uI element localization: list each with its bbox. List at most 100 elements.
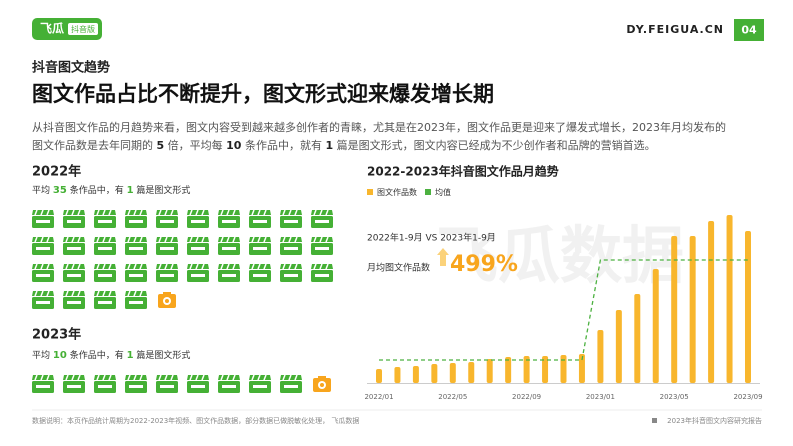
video-icon (249, 263, 271, 282)
video-icon (94, 263, 116, 282)
icon-line (36, 274, 50, 277)
icon-line (284, 220, 298, 223)
legend-label: 图文作品数 (377, 187, 417, 197)
subtitle-segment: 平均 (32, 184, 50, 196)
icon-stripes (220, 263, 236, 270)
paragraph-segment: 10 (226, 139, 242, 152)
video-icon (218, 209, 240, 228)
icon-line (160, 385, 174, 388)
video-icon (187, 263, 209, 282)
bar (505, 357, 512, 383)
bar (597, 330, 604, 383)
icon-line (98, 385, 112, 388)
subtitle-segment: 篇是图文形式 (136, 349, 190, 361)
video-icon (125, 290, 147, 309)
bar (652, 269, 659, 383)
icon-stripes (96, 236, 112, 243)
video-icon (280, 236, 302, 255)
year-subtitle: 平均 10 条作品中，有 1 篇是图文形式 (32, 349, 190, 362)
image-icon (313, 376, 331, 392)
paragraph: 从抖音图文作品的月趋势来看，图文内容受到越来越多创作者的青睐，尤其是在2023年… (32, 120, 726, 152)
logo-badge-bg (68, 23, 98, 35)
icon-line (129, 274, 143, 277)
icon-stripes (34, 236, 50, 243)
page-num-bg (734, 19, 764, 41)
icon-stripes (34, 209, 50, 216)
video-icon (94, 374, 116, 393)
icon-stripes (189, 263, 205, 270)
icon-line (67, 385, 81, 388)
year-subtitle: 平均 35 条作品中，有 1 篇是图文形式 (32, 184, 190, 197)
icon-line (315, 274, 329, 277)
icon-line (36, 247, 50, 250)
icon-stripes (158, 236, 174, 243)
bar (671, 236, 678, 383)
video-icon (280, 374, 302, 393)
site: DY.FEIGUA.CN (626, 23, 724, 36)
icon-stripes (282, 209, 298, 216)
growth: 499% (450, 252, 518, 277)
paragraph-segment: 篇是图文形式，图文内容已经成为不少创作者和品牌的营销首选。 (333, 138, 656, 152)
icon-stripes (251, 209, 267, 216)
paragraph-segment: 条作品中，就有 (241, 138, 325, 152)
video-icon (218, 263, 240, 282)
logo-badge: 抖音版 (71, 24, 95, 34)
subtitle-segment: 35 (53, 185, 67, 196)
video-icon (249, 236, 271, 255)
icon-stripes (65, 374, 81, 381)
icon-line (315, 220, 329, 223)
bar (376, 369, 382, 383)
icon-line (253, 274, 267, 277)
video-icon (218, 374, 240, 393)
paragraph-segment: 倍，平均每 (164, 138, 226, 152)
video-icon (156, 209, 178, 228)
icon-line (222, 220, 236, 223)
video-icon (311, 236, 333, 255)
paragraph-line: 从抖音图文作品的月趋势来看，图文内容受到越来越多创作者的青睐，尤其是在2023年… (32, 120, 726, 134)
video-icon (63, 263, 85, 282)
arrow-icon (437, 248, 449, 266)
icon-stripes (189, 374, 205, 381)
icon-line (160, 220, 174, 223)
video-icon (156, 263, 178, 282)
icon-stripes (158, 263, 174, 270)
icon-line (129, 301, 143, 304)
x-tick-label: 2023/09 (733, 393, 762, 401)
icon-line (98, 247, 112, 250)
annotation: 月均图文作品数 (367, 262, 430, 274)
icon-stripes (220, 374, 236, 381)
x-tick-label: 2022/09 (512, 393, 541, 401)
bar (689, 236, 696, 383)
subtitle-segment: 条作品中，有 (70, 184, 124, 196)
bar (394, 367, 401, 383)
footer-square (652, 418, 657, 423)
icon-stripes (127, 209, 143, 216)
icon-top (318, 376, 326, 379)
video-icon (63, 290, 85, 309)
subtitle-segment: 1 (127, 350, 134, 361)
icon-stripes (65, 263, 81, 270)
icon-line (36, 220, 50, 223)
footer-report: 2023年抖音图文内容研究报告 (667, 416, 762, 425)
video-icon (156, 236, 178, 255)
paragraph-segment: 从抖音图文作品的月趋势来看，图文内容受到越来越多创作者的青睐，尤其是在2023年… (32, 120, 726, 134)
legend-swatch (425, 189, 431, 195)
video-icon (249, 209, 271, 228)
icon-stripes (127, 290, 143, 297)
video-icon (187, 236, 209, 255)
video-icon (94, 209, 116, 228)
icon-stripes (96, 374, 112, 381)
icon-line (315, 247, 329, 250)
icon-stripes (282, 374, 298, 381)
video-icon (32, 209, 54, 228)
bar (523, 356, 530, 383)
icon-stripes (220, 209, 236, 216)
icon-line (284, 247, 298, 250)
icon-stripes (34, 263, 50, 270)
icon-stripes (282, 236, 298, 243)
video-icon (280, 263, 302, 282)
video-icon (249, 374, 271, 393)
bar (578, 354, 585, 383)
legend-label: 均值 (435, 187, 451, 197)
